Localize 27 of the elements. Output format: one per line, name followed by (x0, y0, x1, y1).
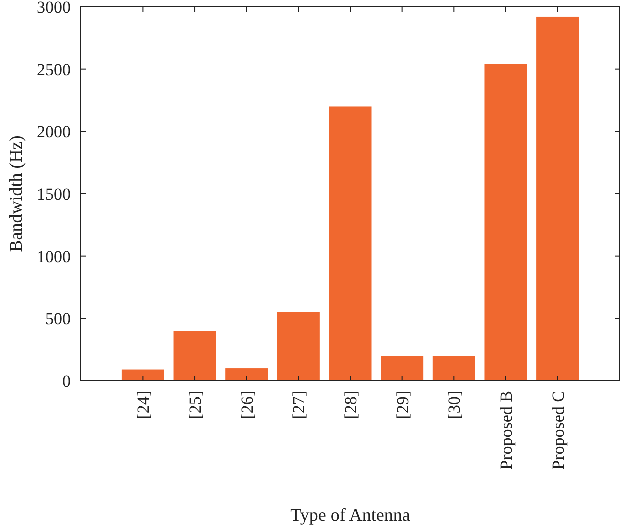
bar (329, 106, 372, 381)
bar (536, 16, 580, 381)
bar (381, 356, 424, 381)
bar (122, 370, 164, 381)
x-tick-label: Proposed B (496, 391, 516, 470)
y-tick-label: 0 (62, 372, 71, 391)
bar (277, 312, 320, 381)
x-tick-label: [29] (393, 391, 412, 420)
y-tick-label: 2000 (37, 122, 71, 142)
y-tick-label: 1500 (37, 184, 71, 204)
x-tick-label: Proposed C (548, 391, 568, 470)
x-tick-label: [26] (238, 391, 257, 420)
y-axis-title: Bandwidth (Hz) (6, 136, 26, 252)
y-tick-label: 1000 (37, 247, 71, 266)
bar (226, 368, 268, 381)
x-tick-label: [25] (186, 391, 205, 420)
x-tick-label: [28] (341, 391, 360, 420)
x-tick-label: [24] (134, 391, 154, 420)
bar (484, 64, 528, 381)
x-tick-label: [30] (445, 391, 464, 420)
x-tick-label: [27] (290, 391, 309, 420)
bar (432, 356, 476, 381)
y-tick-label: 2500 (37, 60, 71, 80)
bar (174, 331, 216, 381)
y-tick-label: 3000 (37, 0, 71, 17)
x-axis-title: Type of Antenna (290, 505, 410, 525)
y-tick-label: 500 (46, 310, 71, 329)
